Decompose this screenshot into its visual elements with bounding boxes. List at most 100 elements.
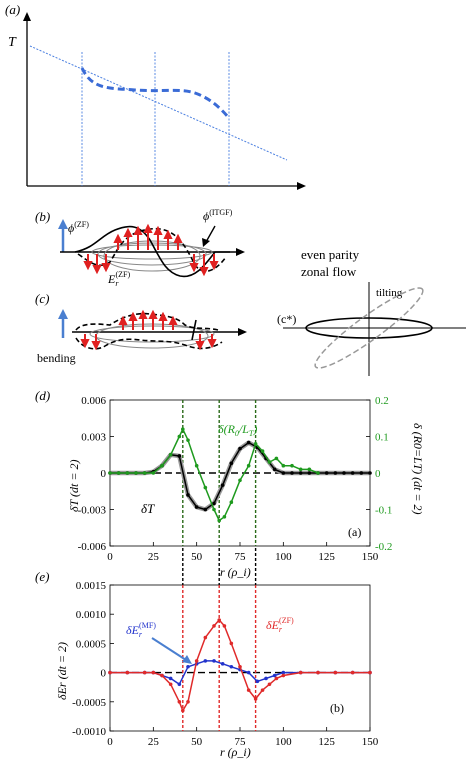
d-y-ticks: 0.006 0.003 0 -0.003 -0.006 — [78, 395, 114, 553]
data-point — [267, 460, 272, 464]
data-point — [194, 659, 199, 663]
data-point — [333, 670, 338, 675]
data-point — [177, 434, 182, 439]
data-point — [168, 452, 173, 457]
data-point — [186, 664, 190, 669]
b-phi-itgf-label: ϕ(ITGF) — [203, 208, 233, 223]
b-itgf-wave — [74, 225, 230, 278]
series-band — [110, 440, 370, 512]
data-point — [274, 456, 279, 461]
d-y2-ticks: 0.2 0.1 0 -0.1 -0.2 — [366, 395, 392, 553]
data-point — [203, 635, 208, 640]
data-point — [342, 471, 346, 475]
x-tick-label: 25 — [148, 736, 160, 748]
data-point — [281, 463, 286, 468]
data-point — [181, 427, 185, 432]
data-point — [194, 505, 199, 509]
data-point — [177, 682, 182, 687]
x-tick-label: 75 — [235, 551, 247, 563]
data-point — [212, 624, 216, 628]
data-point — [264, 676, 268, 681]
data-point — [368, 471, 372, 475]
x-tick-label: 50 — [191, 736, 203, 748]
data-point — [222, 515, 227, 519]
data-point — [359, 471, 364, 475]
data-point — [368, 670, 372, 675]
e-y-axis-label: δEr (dt = 2) — [55, 642, 69, 700]
x-tick-label: 125 — [318, 736, 335, 748]
c-red-arrows — [80, 309, 217, 351]
data-point — [333, 471, 338, 475]
panel-c: (c) bending — [35, 291, 247, 365]
data-point — [298, 471, 303, 475]
panel-e-label: (e) — [35, 569, 49, 584]
e-y-ticks: 0.0015 0.0010 0.0005 0 -0.0005 -0.0010 — [72, 580, 114, 738]
data-point — [181, 708, 185, 713]
x-tick-label: 50 — [191, 551, 203, 563]
a-flattened-profile — [80, 67, 231, 119]
data-point — [272, 467, 277, 472]
x-tick-label: 100 — [275, 551, 292, 563]
y2-tick-label: -0.1 — [375, 505, 392, 517]
data-point — [238, 664, 242, 669]
data-point — [222, 624, 227, 628]
data-point — [212, 501, 216, 506]
data-point — [307, 471, 312, 475]
panel-cstar: even parity zonal flow tilting (c*) — [277, 247, 466, 376]
d-y-axis-label: δT (dt = 2) — [67, 460, 81, 512]
data-point — [203, 507, 208, 512]
cstar-title-line1: even parity — [301, 247, 360, 262]
data-point — [186, 438, 190, 442]
c-pointer — [191, 319, 197, 341]
data-point — [229, 664, 234, 669]
e-mf-pointer-head — [182, 655, 192, 664]
data-point — [246, 440, 251, 445]
temperature-axis-label: T — [8, 35, 17, 50]
y2-tick-label: 0 — [375, 468, 381, 480]
panel-b: (b) ϕ(ZF) ϕ(ITGF) — [35, 208, 245, 288]
data-point — [220, 662, 225, 666]
y-tick-label: 0.003 — [81, 432, 106, 444]
y-tick-label: -0.006 — [78, 541, 107, 553]
data-point — [253, 697, 258, 701]
data-point — [350, 670, 355, 675]
y-tick-label: 0.0015 — [76, 580, 107, 592]
data-point — [246, 463, 251, 468]
panel-d-label: (d) — [35, 388, 50, 403]
cstar-tilted-ellipse — [314, 287, 424, 369]
data-point — [350, 471, 355, 475]
data-point — [203, 659, 208, 663]
a-x-axis-arrow — [297, 182, 306, 190]
data-point — [316, 670, 320, 675]
data-point — [260, 688, 265, 692]
e-mf-label: δEr(MF) — [126, 621, 156, 639]
data-point — [229, 641, 234, 646]
y-tick-label: 0 — [101, 668, 107, 680]
panel-a-label: (a) — [5, 2, 20, 17]
data-point — [260, 449, 265, 453]
data-point — [212, 507, 216, 512]
data-point — [229, 461, 234, 466]
e-marks — [108, 585, 372, 731]
d-panel-tag: (a) — [348, 525, 361, 539]
data-point — [281, 471, 286, 475]
data-point — [151, 670, 156, 675]
x-tick-label: 0 — [107, 551, 113, 563]
data-point — [125, 471, 130, 475]
x-tick-label: 100 — [275, 736, 292, 748]
d-green-label: δ(R0/LT) — [218, 422, 257, 438]
d-y2-axis-label: δ (R0=LT) (dt = 2) — [411, 423, 425, 515]
data-point — [255, 679, 260, 684]
y2-tick-label: 0.2 — [375, 395, 389, 407]
data-point — [125, 670, 130, 675]
b-axis-arrow — [236, 248, 245, 256]
a-baseline-profile — [29, 45, 288, 161]
data-point — [116, 471, 121, 475]
cstar-tilting-label: tilting — [376, 287, 403, 299]
data-point — [238, 478, 242, 483]
data-point — [290, 463, 294, 468]
panel-a: (a) T — [5, 2, 306, 190]
data-point — [290, 471, 294, 475]
data-point — [177, 454, 182, 458]
data-point — [168, 682, 173, 687]
